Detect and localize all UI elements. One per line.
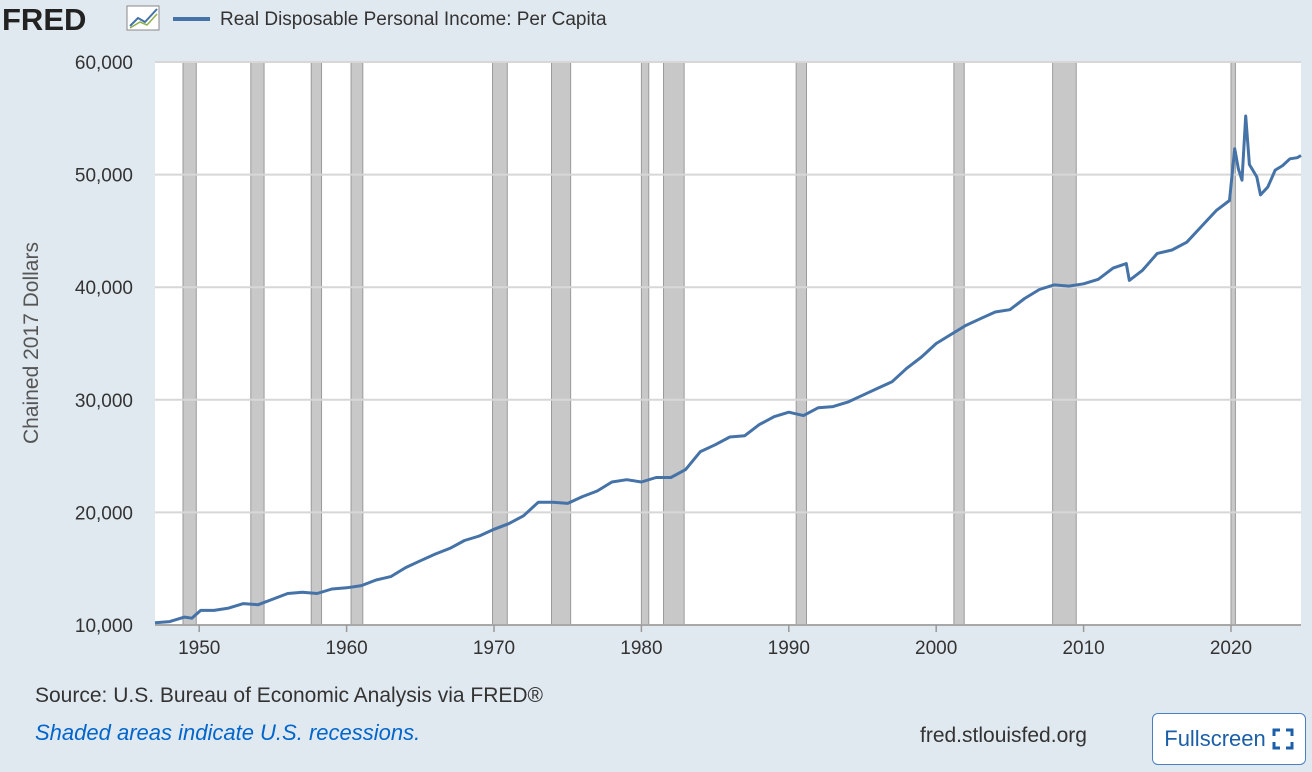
fullscreen-label: Fullscreen — [1164, 726, 1266, 751]
chart-canvas: FRED Real Disposable Personal Income: Pe… — [2, 2, 1302, 659]
recession-band — [795, 61, 807, 626]
y-tick-label: 30,000 — [75, 391, 133, 412]
x-axis: 1950 1960 1970 1980 1990 2000 2010 2020 — [155, 624, 1301, 659]
recession-band — [550, 61, 572, 626]
y-axis-title: Chained 2017 Dollars — [20, 242, 43, 444]
fred-logo-chart-icon[interactable] — [126, 5, 160, 31]
x-tick-label: 1950 — [178, 638, 220, 659]
series-line-real-disposable-income — [154, 114, 1302, 625]
plot-area — [155, 62, 1301, 625]
y-tick-label: 60,000 — [75, 53, 133, 74]
fred-logo-text[interactable]: FRED — [2, 2, 86, 37]
source-text: Source: U.S. Bureau of Economic Analysis… — [35, 684, 544, 707]
recession-band — [350, 61, 364, 626]
fullscreen-button[interactable]: Fullscreen — [1152, 713, 1306, 765]
recession-band — [310, 61, 323, 626]
recession-band — [492, 61, 508, 626]
x-tick-label: 2010 — [1062, 638, 1104, 659]
y-tick-label: 40,000 — [75, 278, 133, 299]
fullscreen-icon — [1272, 728, 1294, 750]
y-tick-label: 50,000 — [75, 166, 133, 187]
recession-band — [663, 61, 685, 626]
recession-band — [640, 61, 650, 626]
x-tick-label: 2020 — [1210, 638, 1252, 659]
site-url[interactable]: fred.stlouisfed.org — [920, 724, 1087, 747]
x-tick-label: 1970 — [473, 638, 515, 659]
y-tick-label: 10,000 — [75, 616, 133, 637]
y-axis: 10,000 20,000 30,000 40,000 50,000 60,000 — [75, 53, 133, 637]
x-tick-label: 1960 — [325, 638, 367, 659]
recession-note: Shaded areas indicate U.S. recessions. — [35, 720, 421, 745]
x-tick-label: 1980 — [620, 638, 662, 659]
recession-band — [1052, 61, 1077, 626]
y-tick-label: 20,000 — [75, 503, 133, 524]
x-tick-label: 1990 — [768, 638, 810, 659]
recession-band — [953, 61, 965, 626]
x-tick-label: 2000 — [915, 638, 957, 659]
recession-band — [182, 61, 197, 626]
recession-band — [1230, 61, 1236, 626]
legend-series-label: Real Disposable Personal Income: Per Cap… — [220, 9, 607, 30]
recession-band — [250, 61, 265, 626]
